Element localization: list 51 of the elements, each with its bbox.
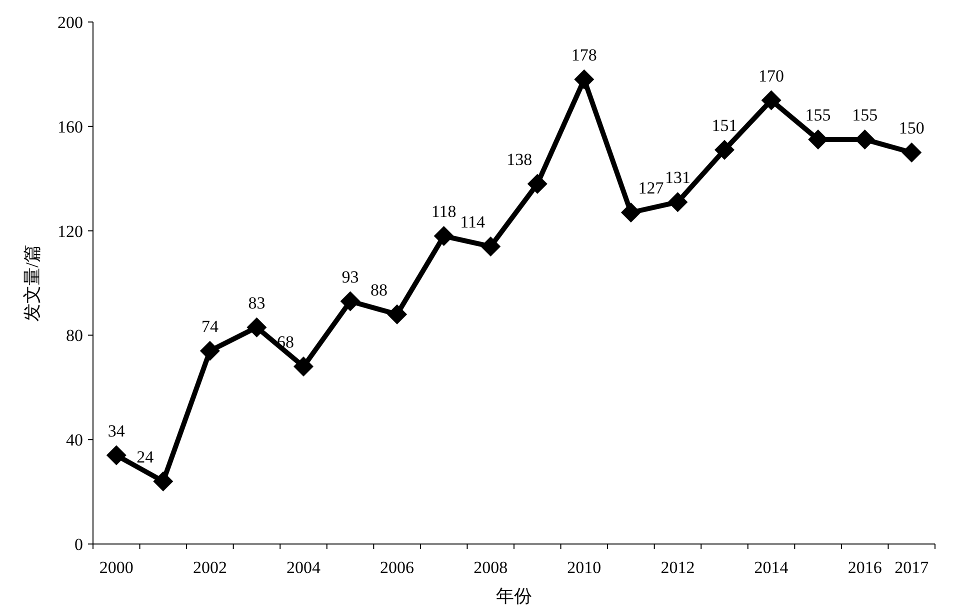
data-label: 170 [758, 66, 784, 86]
data-label: 83 [248, 293, 266, 312]
point [294, 356, 314, 377]
x-tick-label: 2016 [848, 558, 882, 577]
data-label: 24 [136, 447, 154, 466]
data-label: 155 [852, 105, 878, 124]
data-label: 150 [898, 118, 924, 138]
data-label: 34 [108, 421, 126, 440]
x-axis-title: 年份 [496, 586, 532, 606]
x-tick-label: 2014 [754, 558, 789, 577]
point [574, 69, 594, 90]
point [153, 471, 174, 492]
data-label: 155 [805, 105, 831, 124]
y-tick-label: 40 [66, 430, 83, 450]
data-label: 178 [571, 45, 597, 64]
y-tick-label: 0 [74, 535, 83, 554]
data-label: 118 [431, 202, 456, 222]
point [480, 236, 501, 256]
data-label: 127 [638, 178, 664, 198]
data-label: 74 [201, 316, 219, 336]
data-label: 114 [460, 212, 486, 232]
x-tick-label: 2010 [567, 558, 602, 577]
point [668, 192, 688, 212]
data-label: 88 [370, 280, 388, 300]
x-tick-label: 2000 [99, 558, 134, 577]
x-tick-label: 2006 [380, 558, 414, 577]
point [620, 202, 641, 223]
point [902, 142, 922, 162]
point [527, 174, 548, 194]
point [714, 140, 734, 160]
point [200, 340, 220, 361]
x-tick-label: 2002 [192, 558, 227, 577]
y-tick-label: 200 [58, 13, 83, 32]
point [106, 445, 126, 466]
y-axis-title: 发文量/篇 [22, 244, 42, 322]
point [761, 90, 782, 110]
x-tick-label: 2004 [286, 558, 321, 577]
data-label: 151 [712, 116, 738, 135]
data-label: 138 [506, 150, 532, 169]
x-tick-label: 2008 [474, 558, 508, 577]
point [340, 291, 360, 312]
point [246, 317, 267, 338]
y-tick-label: 120 [58, 222, 83, 241]
point [387, 304, 408, 324]
data-label: 93 [342, 267, 359, 286]
y-tick-label: 160 [58, 117, 83, 136]
x-tick-label: 2012 [660, 558, 695, 577]
point [434, 226, 454, 246]
y-tick-label: 80 [66, 326, 83, 346]
data-label: 131 [664, 168, 690, 188]
x-tick-label: 2017 [894, 558, 930, 577]
